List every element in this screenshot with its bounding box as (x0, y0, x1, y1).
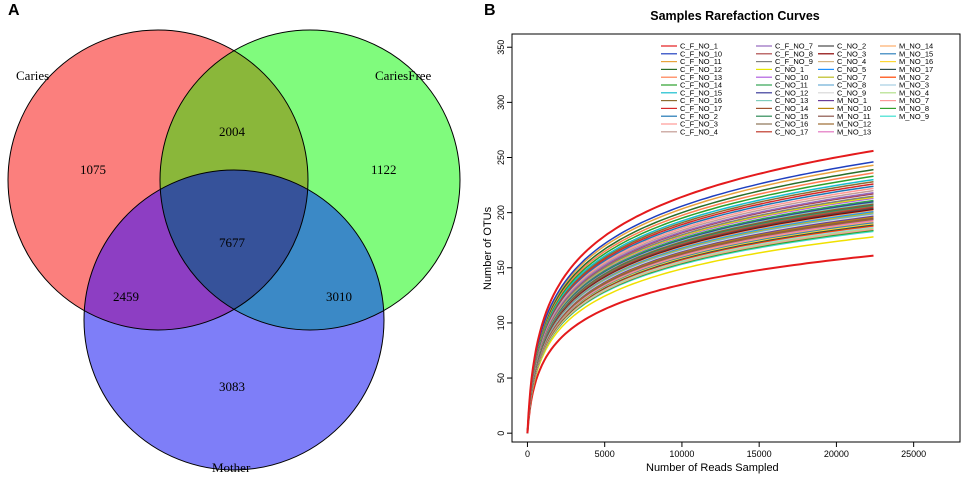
venn-count-caries-only: 1075 (80, 162, 106, 177)
legend-label: C_NO_17 (775, 127, 808, 136)
venn-outline-mother (83, 169, 385, 471)
legend-label: C_NO_11 (775, 81, 808, 90)
venn-count-all: 7677 (219, 235, 246, 250)
plot-frame (511, 33, 961, 443)
y-tick-label: 150 (496, 260, 506, 275)
legend-label: C_F_NO_12 (680, 65, 722, 74)
venn-count-caries-cariesfree: 2004 (219, 124, 246, 139)
legend-label: C_F_NO_17 (680, 104, 722, 113)
y-tick-label: 100 (496, 315, 506, 330)
legend-label: C_NO_7 (837, 73, 866, 82)
legend-label: M_NO_10 (837, 104, 871, 113)
x-tick-label: 25000 (901, 449, 926, 459)
legend-label: M_NO_12 (837, 120, 871, 129)
legend-label: C_F_NO_4 (680, 127, 718, 136)
x-tick-label: 5000 (595, 449, 615, 459)
legend-label: M_NO_3 (899, 81, 929, 90)
x-tick-label: 0 (525, 449, 530, 459)
legend-label: C_F_NO_1 (680, 42, 718, 51)
legend-label: C_F_NO_9 (775, 57, 813, 66)
legend-label: C_NO_12 (775, 88, 808, 97)
legend-label: C_F_NO_11 (680, 57, 722, 66)
venn-outline-caries (7, 29, 309, 331)
legend-label: M_NO_4 (899, 88, 929, 97)
venn-label-caries: Caries (16, 68, 49, 83)
panel-a-letter: A (8, 2, 20, 19)
venn-count-cariesfree-mother: 3010 (326, 289, 352, 304)
legend: C_F_NO_1C_F_NO_10C_F_NO_11C_F_NO_12C_F_N… (661, 42, 933, 136)
series-line (526, 149, 874, 434)
x-tick-label: 15000 (747, 449, 772, 459)
series-line (526, 236, 874, 434)
venn-label-mother: Mother (212, 460, 251, 475)
legend-label: C_F_NO_14 (680, 81, 722, 90)
chart-title: Samples Rarefaction Curves (650, 9, 820, 23)
x-axis: 0 5000 10000 15000 20000 25000 (525, 442, 926, 459)
venn-outline-cariesfree (159, 29, 461, 331)
legend-label: C_NO_1 (775, 65, 804, 74)
legend-label: C_NO_13 (775, 96, 808, 105)
legend-label: C_NO_10 (775, 73, 808, 82)
legend-label: C_NO_15 (775, 112, 808, 121)
y-axis: 0 50 100 150 200 250 300 350 (496, 40, 512, 436)
legend-label: M_NO_13 (837, 127, 871, 136)
y-tick-label: 50 (496, 373, 506, 383)
venn-count-caries-mother: 2459 (113, 289, 139, 304)
legend-label: C_NO_14 (775, 104, 808, 113)
legend-label: M_NO_2 (899, 73, 929, 82)
venn-count-mother-only: 3083 (219, 379, 245, 394)
legend-label: C_F_NO_13 (680, 73, 722, 82)
legend-label: C_NO_16 (775, 120, 808, 129)
legend-label: M_NO_14 (899, 42, 933, 51)
legend-label: C_F_NO_3 (680, 120, 718, 129)
legend-label: M_NO_7 (899, 96, 929, 105)
legend-label: C_F_NO_8 (775, 49, 813, 58)
venn-label-cariesfree: CariesFree (375, 68, 432, 83)
y-tick-label: 300 (496, 95, 506, 110)
y-tick-label: 0 (496, 431, 506, 436)
venn-count-cariesfree-only: 1122 (371, 162, 397, 177)
legend-label: M_NO_17 (899, 65, 933, 74)
series-lines (526, 149, 874, 434)
legend-label: M_NO_16 (899, 57, 933, 66)
legend-label: C_NO_9 (837, 88, 866, 97)
y-tick-label: 200 (496, 205, 506, 220)
x-axis-label: Number of Reads Sampled (646, 462, 779, 474)
legend-label: C_F_NO_16 (680, 96, 722, 105)
series-line (526, 161, 874, 434)
legend-label: C_F_NO_10 (680, 49, 722, 58)
panel-b-letter: B (484, 2, 496, 19)
legend-label: M_NO_11 (837, 112, 871, 121)
x-tick-label: 10000 (669, 449, 694, 459)
legend-label: C_NO_8 (837, 81, 866, 90)
venn-diagram: Caries CariesFree Mother 1075 2004 1122 … (7, 29, 461, 475)
legend-label: M_NO_8 (899, 104, 929, 113)
legend-label: C_F_NO_15 (680, 88, 722, 97)
legend-label: M_NO_15 (899, 49, 933, 58)
series-line (526, 254, 874, 434)
y-tick-label: 250 (496, 150, 506, 165)
legend-label: C_NO_2 (837, 42, 866, 51)
y-axis-label: Number of OTUs (482, 206, 494, 290)
legend-label: M_NO_9 (899, 112, 929, 121)
legend-label: C_NO_5 (837, 65, 866, 74)
x-tick-label: 20000 (824, 449, 849, 459)
y-tick-label: 350 (496, 40, 506, 55)
legend-label: C_F_NO_7 (775, 42, 813, 51)
legend-label: C_F_NO_2 (680, 112, 718, 121)
legend-label: C_NO_3 (837, 49, 866, 58)
legend-label: M_NO_1 (837, 96, 867, 105)
legend-label: C_NO_4 (837, 57, 866, 66)
